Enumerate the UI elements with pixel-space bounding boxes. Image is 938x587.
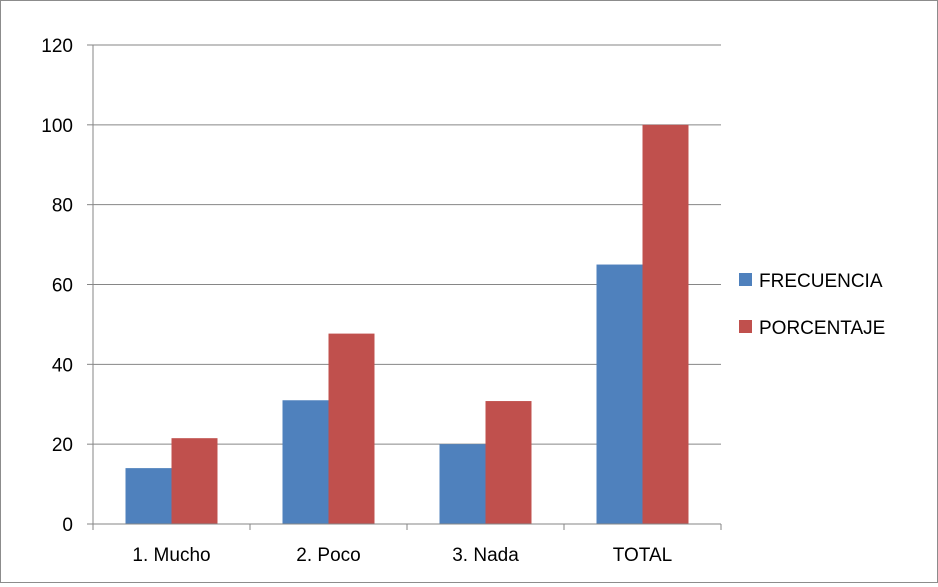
bar-frecuencia <box>282 400 329 524</box>
x-tick-labels: 1. Mucho 2. Poco 3. Nada TOTAL <box>132 545 672 566</box>
bar-porcentaje <box>642 124 689 524</box>
legend-swatch-frecuencia <box>739 273 752 286</box>
y-tick-label: 80 <box>52 196 73 217</box>
legend-label-frecuencia: FRECUENCIA <box>759 271 883 292</box>
y-tick-label: 60 <box>52 276 73 297</box>
bar-frecuencia <box>596 264 643 524</box>
y-tick-labels: 0 20 40 60 80 100 120 <box>41 36 73 536</box>
x-tick-label: TOTAL <box>613 545 672 566</box>
y-tick-label: 20 <box>52 435 73 456</box>
legend-swatch-porcentaje <box>739 320 752 333</box>
bar-porcentaje <box>171 438 218 524</box>
bar-porcentaje <box>485 401 532 524</box>
legend: FRECUENCIA PORCENTAJE <box>739 271 885 339</box>
y-tick-label: 120 <box>41 36 73 57</box>
y-tick-label: 40 <box>52 355 73 376</box>
bar-frecuencia <box>125 468 172 524</box>
bars <box>125 124 689 524</box>
y-tick-label: 100 <box>41 116 73 137</box>
legend-label-porcentaje: PORCENTAJE <box>759 318 885 339</box>
bar-frecuencia <box>439 444 486 524</box>
y-tick-label: 0 <box>62 515 73 536</box>
x-tick-label: 2. Poco <box>296 545 360 566</box>
axes <box>87 44 722 530</box>
bar-porcentaje <box>328 333 375 524</box>
x-tick-label: 1. Mucho <box>132 545 210 566</box>
x-tick-label: 3. Nada <box>452 545 519 566</box>
